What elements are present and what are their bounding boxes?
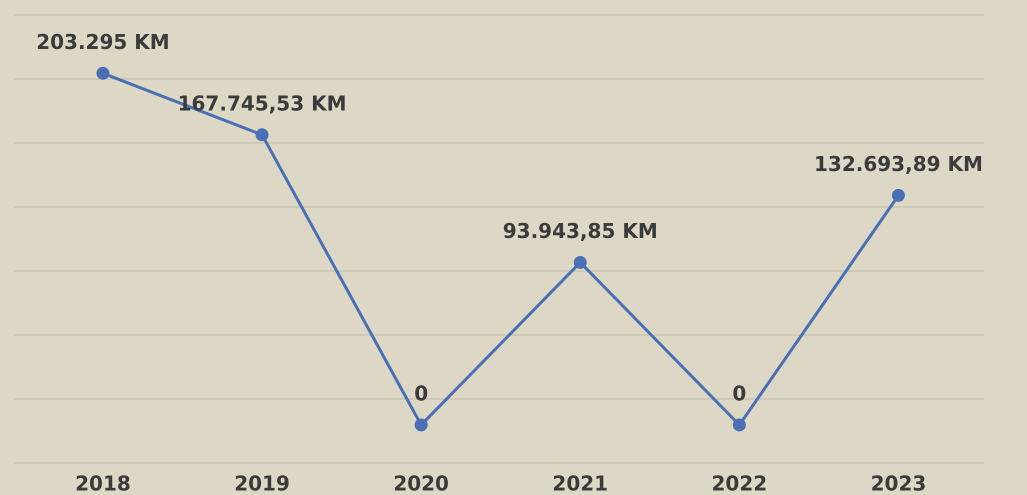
x-tick-label: 2022	[712, 472, 768, 495]
data-label: 132.693,89 KM	[814, 152, 983, 176]
data-label: 167.745,53 KM	[178, 91, 347, 115]
point	[573, 255, 587, 269]
x-tick-label: 2023	[871, 472, 927, 495]
point	[414, 418, 428, 432]
point	[891, 188, 905, 202]
point	[732, 418, 746, 432]
x-tick-label: 2021	[552, 472, 608, 495]
data-label: 0	[732, 381, 746, 405]
x-tick-label: 2020	[393, 472, 449, 495]
line	[102, 71, 900, 428]
data-label: 93.943,85 KM	[503, 219, 658, 243]
x-tick-label: 2018	[75, 472, 131, 495]
point	[255, 128, 269, 142]
data-label: 203.295 KM	[36, 30, 169, 54]
x-tick-label: 2019	[234, 472, 290, 495]
data-label: 0	[414, 381, 428, 405]
point	[96, 66, 110, 80]
